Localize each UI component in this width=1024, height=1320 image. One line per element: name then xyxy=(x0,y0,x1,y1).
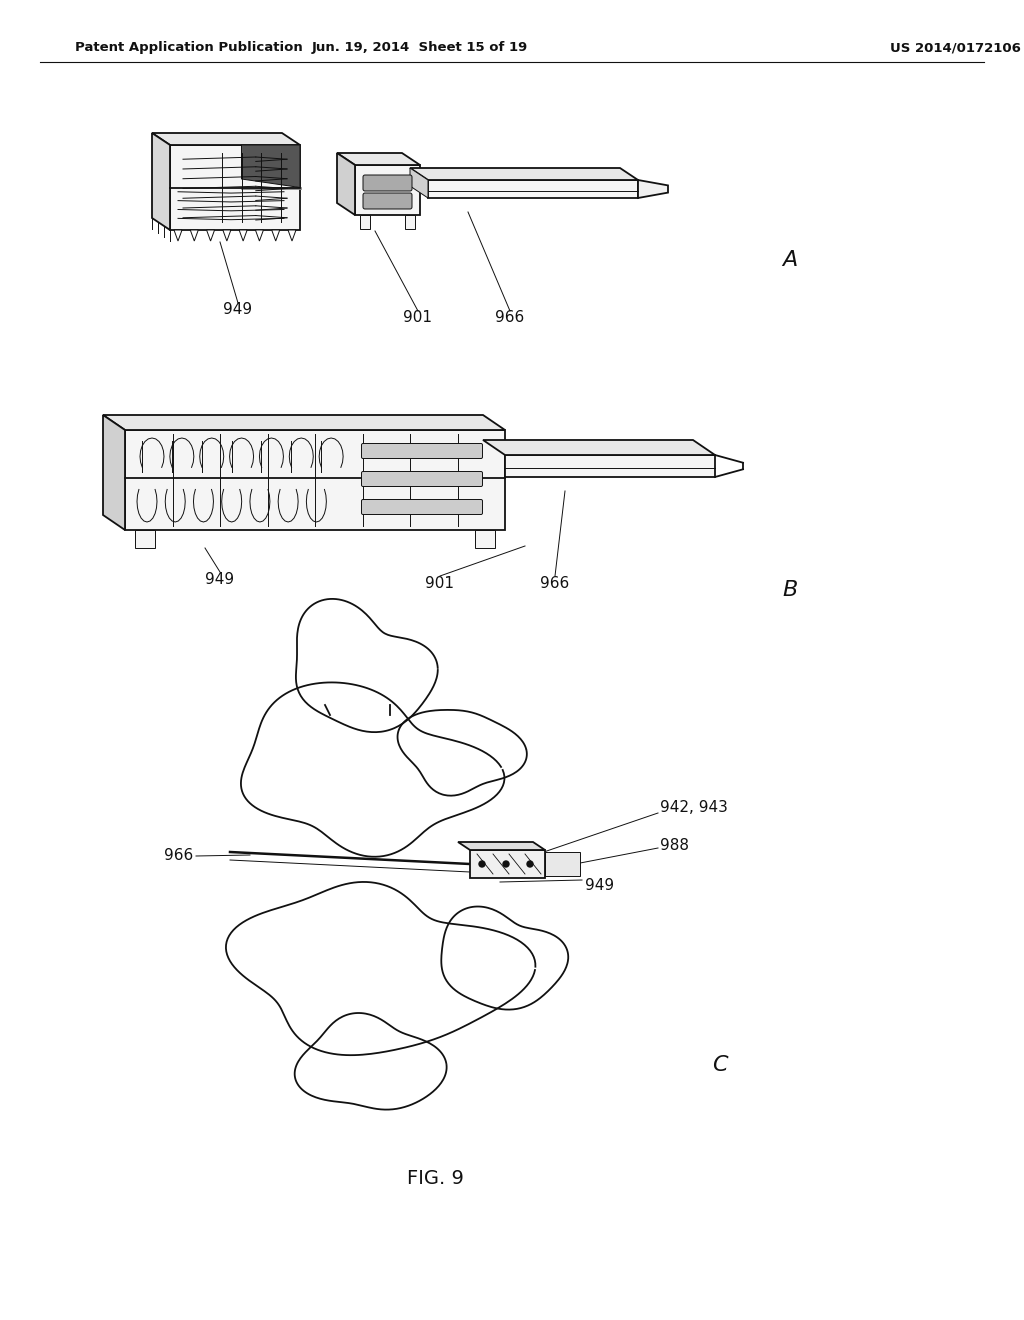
Polygon shape xyxy=(483,440,715,455)
Text: FIG. 9: FIG. 9 xyxy=(407,1168,464,1188)
Polygon shape xyxy=(337,153,355,215)
Text: A: A xyxy=(782,249,798,271)
Text: 901: 901 xyxy=(426,576,455,590)
Polygon shape xyxy=(475,531,495,548)
Text: B: B xyxy=(782,579,798,601)
FancyBboxPatch shape xyxy=(361,444,482,458)
Text: 949: 949 xyxy=(206,573,234,587)
Polygon shape xyxy=(242,145,300,187)
Text: 949: 949 xyxy=(223,302,253,318)
Text: C: C xyxy=(713,1055,728,1074)
FancyBboxPatch shape xyxy=(362,176,412,191)
Polygon shape xyxy=(470,850,545,878)
Polygon shape xyxy=(103,414,505,430)
Polygon shape xyxy=(240,230,247,242)
Polygon shape xyxy=(355,165,420,215)
FancyBboxPatch shape xyxy=(361,499,482,515)
Circle shape xyxy=(503,861,509,867)
Polygon shape xyxy=(223,230,230,242)
Polygon shape xyxy=(410,168,428,198)
Polygon shape xyxy=(135,531,155,548)
Text: 966: 966 xyxy=(164,847,193,862)
Text: 942, 943: 942, 943 xyxy=(660,800,728,816)
Circle shape xyxy=(479,861,485,867)
Polygon shape xyxy=(428,180,638,198)
Polygon shape xyxy=(505,455,715,477)
Polygon shape xyxy=(152,133,170,230)
Polygon shape xyxy=(207,230,215,242)
Text: 988: 988 xyxy=(660,837,689,853)
Polygon shape xyxy=(125,430,505,531)
Text: 949: 949 xyxy=(585,878,614,892)
Text: US 2014/0172106 A1: US 2014/0172106 A1 xyxy=(890,41,1024,54)
Text: Jun. 19, 2014  Sheet 15 of 19: Jun. 19, 2014 Sheet 15 of 19 xyxy=(312,41,528,54)
Polygon shape xyxy=(288,230,296,242)
Polygon shape xyxy=(410,168,638,180)
Polygon shape xyxy=(271,230,280,242)
Polygon shape xyxy=(360,215,370,228)
Polygon shape xyxy=(545,851,580,876)
Polygon shape xyxy=(174,230,182,242)
Polygon shape xyxy=(190,230,199,242)
Text: 966: 966 xyxy=(496,310,524,326)
FancyBboxPatch shape xyxy=(362,193,412,209)
Polygon shape xyxy=(337,153,420,165)
Text: Patent Application Publication: Patent Application Publication xyxy=(75,41,303,54)
Polygon shape xyxy=(152,133,300,145)
Circle shape xyxy=(527,861,534,867)
Polygon shape xyxy=(170,145,300,230)
Polygon shape xyxy=(103,414,125,531)
Polygon shape xyxy=(255,230,263,242)
Polygon shape xyxy=(458,842,545,850)
Polygon shape xyxy=(406,215,415,228)
Polygon shape xyxy=(638,180,668,198)
Text: 901: 901 xyxy=(403,310,432,326)
Text: 966: 966 xyxy=(541,576,569,590)
FancyBboxPatch shape xyxy=(361,471,482,487)
